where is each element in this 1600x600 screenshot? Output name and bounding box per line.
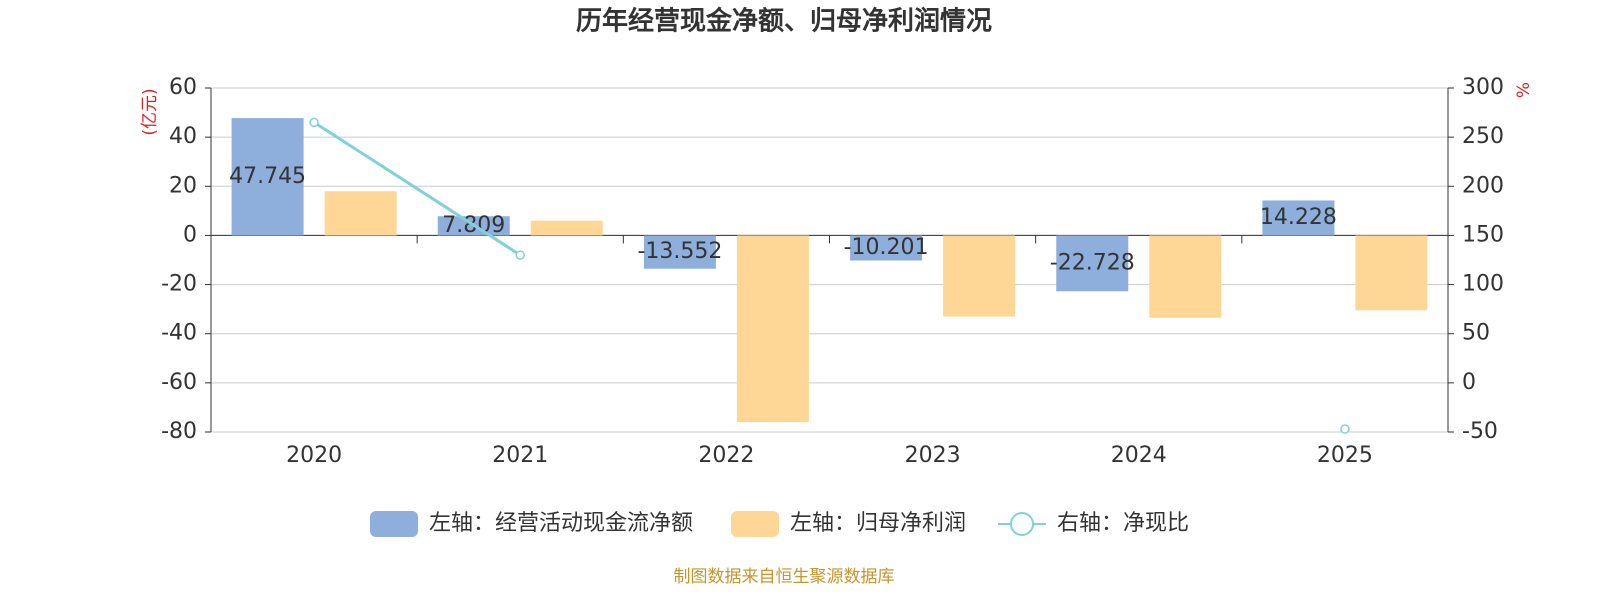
y2-tick-label: -50: [1462, 419, 1498, 444]
x-tick-label: 2021: [492, 443, 548, 468]
y-tick-label: -60: [161, 370, 197, 395]
y-axis-unit: (亿元): [140, 88, 160, 135]
y-tick-label: -80: [161, 419, 197, 444]
bar-value-label: 47.745: [229, 164, 306, 189]
source-note: 制图数据来自恒生聚源数据库: [674, 567, 895, 587]
y2-tick-label: 150: [1462, 222, 1504, 247]
line-point: [515, 250, 525, 260]
y-tick-label: -20: [161, 272, 197, 297]
bar-value-label: -10.201: [844, 235, 929, 260]
bar-value-label: -22.728: [1050, 250, 1135, 275]
x-tick-label: 2024: [1111, 443, 1167, 468]
bar: [324, 191, 397, 236]
bar: [437, 216, 510, 236]
x-tick-label: 2023: [905, 443, 961, 468]
y-tick-label: 60: [169, 75, 197, 100]
bar: [850, 235, 923, 261]
bar: [736, 235, 809, 423]
x-tick-label: 2025: [1317, 443, 1373, 468]
bar: [1149, 235, 1222, 318]
y-tick-label: 40: [169, 124, 197, 149]
bar: [1056, 235, 1129, 292]
y-tick-label: 20: [169, 173, 197, 198]
bar: [943, 235, 1016, 317]
bar-value-label: -13.552: [637, 239, 722, 264]
legend-label[interactable]: 左轴：经营活动现金流净额: [429, 511, 693, 536]
y2-tick-label: 0: [1462, 370, 1476, 395]
y2-tick-label: 200: [1462, 173, 1504, 198]
y-tick-label: 0: [183, 222, 197, 247]
y2-tick-label: 100: [1462, 272, 1504, 297]
y2-tick-label: 50: [1462, 321, 1490, 346]
y2-tick-label: 250: [1462, 124, 1504, 149]
bar: [1262, 200, 1335, 236]
bar-value-label: 7.809: [442, 213, 505, 238]
y2-axis-unit: %: [1514, 82, 1534, 98]
legend-label[interactable]: 左轴：归母净利润: [790, 511, 966, 536]
y-tick-label: -40: [161, 321, 197, 346]
line-point: [309, 117, 319, 128]
bar: [643, 235, 716, 269]
legend-swatch[interactable]: [731, 511, 779, 537]
line-point: [1340, 424, 1350, 434]
legend-label[interactable]: 右轴：净现比: [1057, 511, 1189, 536]
chart-title: 历年经营现金净额、归母净利润情况: [576, 6, 992, 37]
x-tick-label: 2020: [286, 443, 342, 468]
legend-swatch[interactable]: [1010, 512, 1034, 536]
x-tick-label: 2022: [698, 443, 754, 468]
bar: [231, 118, 304, 236]
bar: [1355, 235, 1428, 311]
y2-tick-label: 300: [1462, 75, 1504, 100]
bar-value-label: 14.228: [1260, 205, 1337, 230]
bar: [530, 220, 603, 236]
legend-swatch[interactable]: [370, 511, 418, 537]
